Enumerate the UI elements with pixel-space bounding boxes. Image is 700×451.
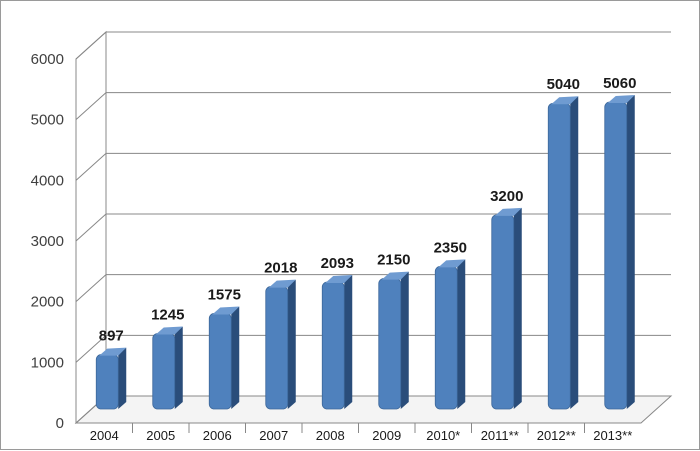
data-label: 1575: [208, 286, 241, 303]
bar: [604, 95, 635, 410]
data-label: 1245: [151, 306, 184, 323]
data-label: 5040: [547, 76, 580, 93]
bar: [378, 271, 409, 410]
bar: [321, 275, 353, 410]
y-tick-label: 1000: [31, 354, 64, 371]
bar-top: [381, 271, 409, 280]
gridline: [75, 31, 671, 60]
bar-front: [152, 333, 176, 410]
y-tick-label: 5000: [31, 112, 64, 129]
y-tick-label: 4000: [31, 172, 64, 189]
y-tick-label: 0: [56, 415, 64, 432]
bar-top: [212, 306, 240, 315]
x-tick-label: 2012**: [537, 428, 576, 443]
y-tick-label: 2000: [31, 294, 64, 311]
x-tick-label: 2013**: [593, 428, 632, 443]
bar: [208, 306, 240, 410]
bar: [434, 259, 466, 410]
bar-top: [438, 259, 466, 268]
bar-top: [607, 95, 635, 104]
data-label: 2350: [434, 239, 467, 256]
x-tick-label: 2005: [146, 428, 175, 443]
bar-front: [434, 266, 458, 410]
bar: [491, 207, 522, 410]
data-label: 897: [99, 328, 124, 345]
bar-front: [208, 313, 232, 410]
bar-front: [95, 354, 119, 410]
x-tick-label: 2009: [372, 428, 401, 443]
bar-side: [344, 275, 353, 409]
bar-front: [547, 102, 571, 410]
x-tick-label: 2007: [259, 428, 288, 443]
gridline: [75, 274, 671, 303]
bar-top: [551, 96, 579, 105]
gridline: [75, 92, 671, 121]
bar-side: [626, 95, 635, 409]
bar-side: [174, 326, 183, 409]
x-tick-label: 2006: [203, 428, 232, 443]
data-label: 2018: [264, 260, 297, 277]
bar: [265, 279, 296, 410]
gridline: [75, 334, 671, 363]
bar: [547, 96, 579, 410]
bar-side: [513, 207, 522, 409]
bar-side: [118, 347, 127, 409]
bar-side: [457, 259, 466, 409]
x-tick-label: 2004: [90, 428, 119, 443]
y-tick-label: 6000: [31, 51, 64, 68]
data-label: 2150: [377, 252, 410, 269]
bar-top: [325, 275, 353, 284]
bar-side: [287, 279, 296, 409]
data-label: 2093: [321, 255, 354, 272]
bar-front: [491, 214, 515, 410]
bar-front: [321, 281, 345, 410]
bar-side: [400, 271, 409, 409]
x-tick-label: 2008: [316, 428, 345, 443]
bar-front: [378, 278, 402, 410]
bar-side: [231, 306, 240, 409]
bar: [152, 326, 183, 410]
x-tick-label: 2011**: [481, 428, 519, 443]
data-label: 5060: [603, 75, 636, 92]
bar-front: [604, 101, 628, 410]
bar: [95, 347, 127, 410]
data-label: 3200: [490, 188, 523, 205]
bar-top: [155, 326, 183, 335]
gridline: [75, 152, 671, 181]
bar-top: [494, 207, 522, 216]
bar-top: [268, 279, 296, 288]
bar-side: [570, 96, 579, 410]
x-tick-label: 2010*: [426, 428, 460, 443]
gridline: [75, 213, 671, 242]
bar-top: [99, 347, 127, 356]
bar-front: [265, 286, 289, 410]
y-tick-label: 3000: [31, 233, 64, 250]
